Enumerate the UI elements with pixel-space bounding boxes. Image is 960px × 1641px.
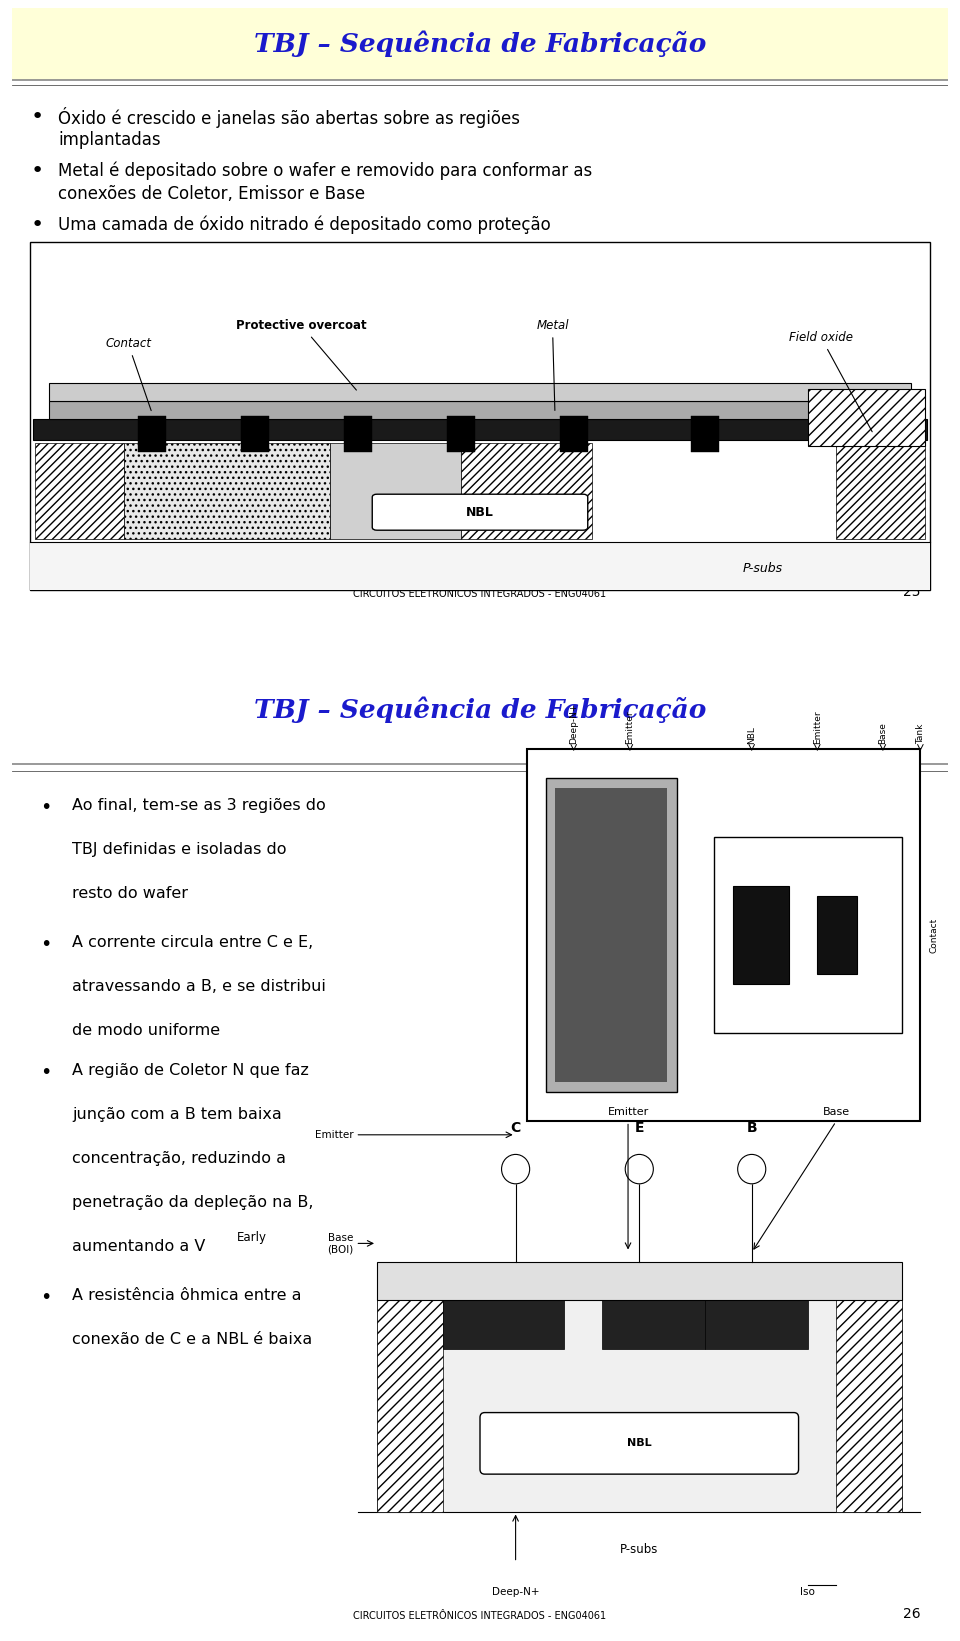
Text: Base: Base [823, 1106, 850, 1116]
Text: junção com a B tem baixa: junção com a B tem baixa [72, 1106, 282, 1122]
FancyBboxPatch shape [377, 1262, 901, 1300]
Text: 25: 25 [902, 586, 921, 599]
FancyBboxPatch shape [705, 1300, 808, 1349]
Text: atravessando a B, e se distribui: atravessando a B, e se distribui [72, 980, 326, 994]
Text: TBJ definidas e isoladas do: TBJ definidas e isoladas do [72, 842, 287, 857]
Text: de modo uniforme: de modo uniforme [72, 1024, 221, 1039]
Text: penetração da depleção na B,: penetração da depleção na B, [72, 1195, 314, 1209]
Text: Contact: Contact [106, 336, 152, 410]
Text: A região de Coletor N que faz: A região de Coletor N que faz [72, 1063, 309, 1078]
Text: conexões de Coletor, Emissor e Base: conexões de Coletor, Emissor e Base [59, 185, 366, 203]
Circle shape [501, 1154, 530, 1183]
Text: implantadas: implantadas [59, 131, 161, 149]
Text: CIRCUITOS ELETRÔNICOS INTEGRADOS - ENG04061: CIRCUITOS ELETRÔNICOS INTEGRADOS - ENG04… [353, 589, 607, 599]
Text: Contact: Contact [930, 917, 939, 953]
FancyBboxPatch shape [733, 886, 789, 985]
FancyBboxPatch shape [358, 1111, 921, 1582]
Text: CIRCUITOS ELETRÔNICOS INTEGRADOS - ENG04061: CIRCUITOS ELETRÔNICOS INTEGRADOS - ENG04… [353, 1611, 607, 1621]
FancyBboxPatch shape [691, 417, 719, 453]
Text: Base: Base [878, 722, 887, 743]
Text: NBL: NBL [466, 505, 494, 519]
FancyBboxPatch shape [31, 243, 929, 591]
Text: Early: Early [236, 1231, 266, 1244]
FancyBboxPatch shape [49, 400, 911, 418]
Text: Deep-N+: Deep-N+ [569, 702, 578, 743]
Text: •: • [39, 798, 51, 817]
Text: aumentando a V: aumentando a V [72, 1239, 205, 1254]
Circle shape [625, 1154, 654, 1183]
Text: Emitter: Emitter [813, 711, 822, 743]
Text: Metal é depositado sobre o wafer e removido para conformar as: Metal é depositado sobre o wafer e remov… [59, 161, 592, 181]
FancyBboxPatch shape [555, 788, 667, 1083]
FancyBboxPatch shape [447, 417, 475, 453]
Text: •: • [31, 107, 43, 128]
Text: •: • [39, 935, 51, 955]
Text: 26: 26 [902, 1607, 921, 1621]
FancyBboxPatch shape [138, 417, 166, 453]
FancyBboxPatch shape [461, 443, 592, 540]
FancyBboxPatch shape [33, 418, 927, 440]
Text: resto do wafer: resto do wafer [72, 886, 188, 901]
Text: TBJ – Sequência de Fabricação: TBJ – Sequência de Fabricação [253, 696, 707, 724]
FancyBboxPatch shape [836, 1300, 901, 1511]
FancyBboxPatch shape [344, 417, 372, 453]
Text: C: C [511, 1121, 520, 1136]
FancyBboxPatch shape [836, 443, 925, 540]
Text: Iso: Iso [801, 1587, 815, 1597]
Text: TBJ – Sequência de Fabricação: TBJ – Sequência de Fabricação [253, 31, 707, 57]
Text: B: B [747, 1121, 757, 1136]
Text: Field oxide: Field oxide [789, 331, 873, 432]
FancyBboxPatch shape [377, 1300, 901, 1511]
FancyBboxPatch shape [560, 417, 588, 453]
Text: P-subs: P-subs [742, 563, 782, 574]
FancyBboxPatch shape [817, 896, 856, 975]
FancyBboxPatch shape [377, 1300, 443, 1511]
FancyBboxPatch shape [35, 443, 124, 540]
Text: Emitter: Emitter [608, 1106, 649, 1116]
FancyBboxPatch shape [31, 542, 929, 591]
Text: A resistência ôhmica entre a: A resistência ôhmica entre a [72, 1288, 302, 1303]
Circle shape [737, 1154, 766, 1183]
Text: Tank: Tank [916, 724, 924, 743]
Text: Emitter: Emitter [625, 711, 635, 743]
FancyBboxPatch shape [330, 443, 461, 540]
Text: Metal: Metal [537, 320, 568, 410]
FancyBboxPatch shape [49, 384, 911, 400]
FancyBboxPatch shape [241, 417, 269, 453]
Text: Uma camada de óxido nitrado é depositado como proteção: Uma camada de óxido nitrado é depositado… [59, 215, 551, 233]
Text: Emitter: Emitter [315, 1129, 353, 1140]
FancyBboxPatch shape [372, 494, 588, 530]
Text: Protective overcoat: Protective overcoat [236, 320, 367, 391]
FancyBboxPatch shape [602, 1300, 705, 1349]
FancyBboxPatch shape [124, 443, 330, 540]
Text: Ao final, tem-se as 3 regiões do: Ao final, tem-se as 3 regiões do [72, 798, 326, 812]
Text: A corrente circula entre C e E,: A corrente circula entre C e E, [72, 935, 314, 950]
FancyBboxPatch shape [443, 1300, 564, 1349]
Text: conexão de C e a NBL é baixa: conexão de C e a NBL é baixa [72, 1332, 313, 1347]
Text: concentração, reduzindo a: concentração, reduzindo a [72, 1150, 286, 1165]
FancyBboxPatch shape [12, 8, 948, 80]
FancyBboxPatch shape [480, 1413, 799, 1474]
FancyBboxPatch shape [545, 778, 677, 1091]
Text: NBL: NBL [747, 727, 756, 743]
Text: Base
(BOI): Base (BOI) [327, 1232, 353, 1254]
Text: Deep-N+: Deep-N+ [492, 1587, 540, 1597]
Text: Óxido é crescido e janelas são abertas sobre as regiões: Óxido é crescido e janelas são abertas s… [59, 107, 520, 128]
Text: •: • [31, 215, 43, 235]
Text: P-subs: P-subs [620, 1543, 659, 1556]
FancyBboxPatch shape [527, 748, 921, 1121]
Text: NBL: NBL [627, 1439, 652, 1449]
Text: •: • [39, 1288, 51, 1308]
Text: •: • [39, 1063, 51, 1081]
Text: •: • [31, 161, 43, 181]
FancyBboxPatch shape [714, 837, 901, 1034]
Text: E: E [635, 1121, 644, 1136]
FancyBboxPatch shape [808, 389, 925, 446]
